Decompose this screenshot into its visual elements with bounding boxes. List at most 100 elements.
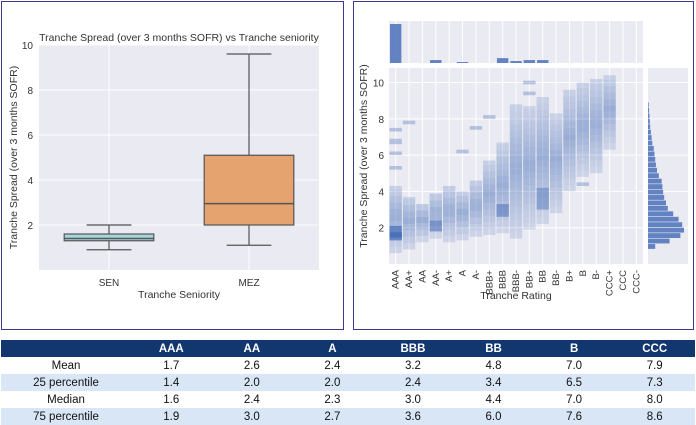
y-tick-label: 4 (378, 187, 384, 198)
table-cell: 7.0 (533, 357, 615, 374)
marginal-x-bar (537, 60, 549, 63)
heatmap-cell (402, 217, 416, 225)
table-header-row: AAA AA A BBB BB B CCC (1, 340, 695, 357)
x-tick-label: BB+ (524, 270, 535, 289)
heatmap-cell (590, 135, 603, 142)
heatmap-cell (523, 134, 536, 141)
heatmap-cell (416, 216, 429, 224)
heatmap-cell (509, 124, 523, 131)
heatmap-cell (429, 206, 442, 214)
marginal-y-bar (648, 156, 656, 162)
heatmap-cell (509, 187, 523, 195)
table-cell: 3.0 (211, 408, 293, 425)
heatmap-cell (483, 228, 496, 235)
heatmap-cell (549, 181, 563, 188)
table-cell: 1.9 (131, 408, 212, 425)
heatmap-cell (509, 219, 523, 226)
heatmap-cell (442, 197, 456, 205)
heatmap-cell (576, 107, 590, 114)
heatmap-cell (442, 223, 456, 230)
box-mez (203, 154, 295, 226)
marginal-y-bar (648, 222, 683, 228)
heatmap-cell (563, 159, 576, 166)
marginal-y-bar (648, 173, 659, 179)
heatmap-cell (603, 117, 616, 125)
heatmap-cell (549, 113, 563, 118)
heatmap-cell (509, 156, 523, 163)
heatmap-cell (402, 224, 416, 231)
heatmap-cell (389, 195, 402, 203)
heatmap-cell (416, 210, 429, 217)
heatmap-cell (389, 166, 402, 170)
heatmap-cell (590, 78, 603, 85)
x-tick-label: MEZ (238, 278, 259, 289)
x-tick-label: A+ (444, 270, 455, 282)
heatmap-cell (523, 108, 536, 116)
heatmap-cell (523, 121, 536, 128)
heatmap-cell (496, 182, 509, 189)
marginal-y-bar (648, 216, 679, 222)
heatmap-cell (469, 205, 483, 212)
heatmap-cell (536, 154, 549, 161)
heatmap-cell (483, 184, 496, 191)
heatmap-cell (549, 143, 563, 150)
heatmap-cell (523, 178, 536, 186)
heatmap-cell (483, 160, 496, 166)
heatmap-cell (536, 205, 549, 212)
heatmap-cell (549, 194, 563, 201)
heatmap-cell (509, 149, 523, 157)
marginal-y-bar (648, 227, 684, 233)
heatmap-cell (563, 108, 576, 116)
spread-stats-table: AAA AA A BBB BB B CCC Mean 1.7 2.6 2.4 3… (1, 340, 695, 425)
x-tick-label: AA+ (404, 270, 415, 289)
heatmap-cell (536, 187, 549, 210)
heatmap-cell (509, 105, 523, 112)
heatmap-cell (389, 221, 402, 228)
heatmap-cell (536, 192, 549, 199)
heatmap-cell (563, 146, 576, 154)
heatmap-cell (469, 185, 483, 193)
heatmap-cell (456, 215, 469, 222)
x-axis-label: Tranche Seniority (138, 289, 221, 301)
y-tick-label: 2 (27, 221, 33, 232)
marginal-x-bar (510, 61, 522, 63)
heatmap-cell (496, 188, 509, 196)
heatmap-cell (590, 128, 603, 136)
table-cell: 4.8 (453, 357, 534, 374)
heatmap-cell (483, 196, 496, 204)
marginal-y-bar (648, 118, 650, 124)
heatmap-cell (389, 138, 402, 145)
heatmap-cell (523, 210, 536, 217)
table-header-blank (1, 340, 131, 357)
table-cell: 2.0 (292, 374, 373, 391)
heatmap-cell (442, 191, 456, 198)
heatmap-cell (563, 172, 576, 179)
heatmap-cell (483, 165, 496, 172)
heatmap-cell (590, 97, 603, 104)
y-axis-label: Tranche Spread (over 3 months SOFR) (358, 64, 370, 247)
heatmap-cell (509, 111, 523, 118)
heatmap-cell (563, 166, 576, 173)
heatmap-cell (549, 136, 563, 144)
heatmap-cell (563, 121, 576, 128)
heatmap-cell (536, 103, 549, 110)
heatmap-cell (576, 170, 590, 177)
heatmap-cell (536, 97, 549, 104)
heatmap-cell (576, 82, 590, 88)
marginal-x-bar (496, 58, 509, 63)
table-header-cell: A (292, 340, 373, 357)
heatmap-cell (429, 193, 442, 195)
table-cell: 3.4 (453, 374, 534, 391)
table-cell: 6.5 (533, 374, 615, 391)
heatmap-cell (429, 194, 442, 201)
heatmap-cell (590, 160, 603, 167)
heatmap-cell (456, 221, 469, 228)
marginal-y-bar (648, 211, 674, 217)
heatmap-cell (549, 117, 563, 125)
heatmap-cell (590, 90, 603, 98)
heatmap-cell (402, 230, 416, 237)
heatmap-cell (509, 232, 523, 239)
x-tick-label: B (578, 270, 589, 276)
heatmap-cell (389, 246, 402, 254)
heatmap-cell (549, 149, 563, 157)
